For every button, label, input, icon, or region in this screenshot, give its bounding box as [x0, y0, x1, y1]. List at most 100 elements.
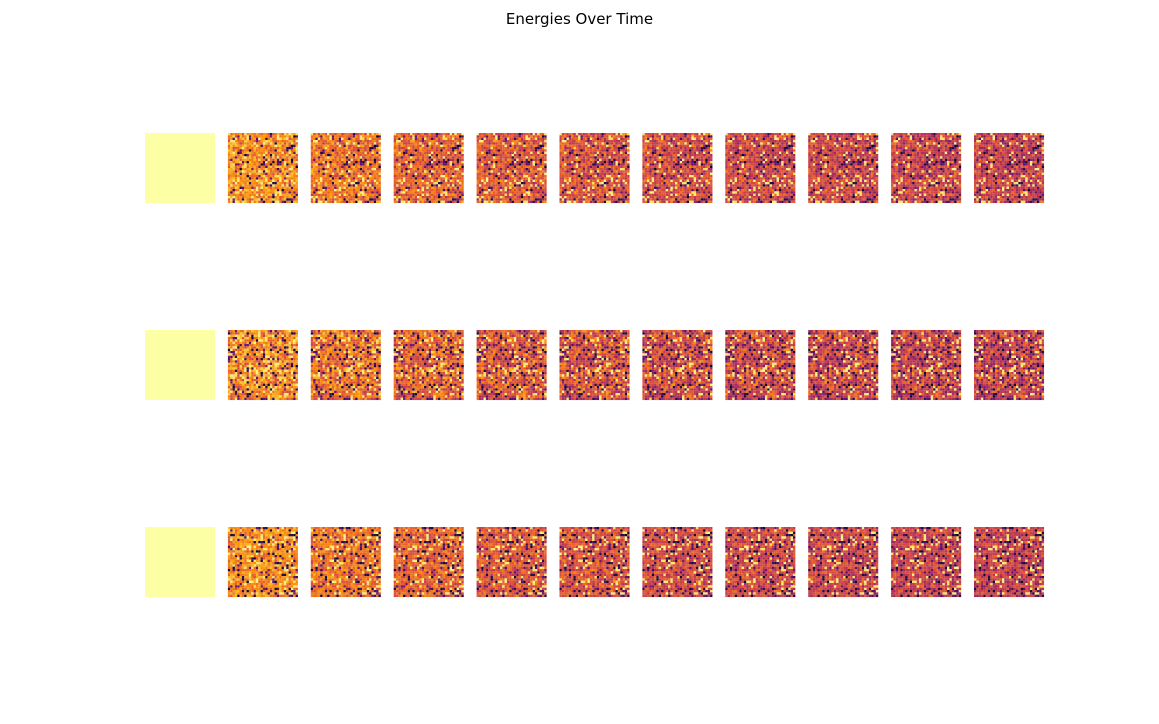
heatmap-cell [599, 194, 601, 196]
heatmap-cell [491, 184, 493, 186]
heatmap-cell [540, 163, 542, 165]
heatmap-cell [477, 156, 479, 158]
heatmap-cell [431, 177, 433, 179]
heatmap-cell [443, 145, 445, 147]
heatmap-cell [488, 147, 490, 149]
heatmap-cell [408, 194, 410, 196]
heatmap-cell [461, 168, 463, 170]
heatmap-cell [484, 166, 486, 168]
heatmap-cell [599, 140, 601, 142]
heatmap-cell [599, 154, 601, 156]
heatmap-cell [419, 198, 421, 200]
heatmap-cell [362, 149, 364, 151]
heatmap-cell [429, 180, 431, 182]
heatmap-cell [436, 177, 438, 179]
heatmap-cell [398, 175, 400, 177]
heatmap-cell [369, 175, 371, 177]
heatmap-cell [606, 152, 608, 154]
heatmap-cell [320, 168, 322, 170]
heatmap-cell [244, 163, 246, 165]
heatmap-cell [670, 140, 672, 142]
heatmap-cell [242, 170, 244, 172]
heatmap-cell [261, 198, 263, 200]
heatmap-cell [447, 145, 449, 147]
heatmap-cell [419, 140, 421, 142]
heatmap-cell [481, 201, 483, 203]
heatmap-cell [362, 142, 364, 144]
heatmap-cell [268, 201, 270, 203]
heatmap-cell [477, 177, 479, 179]
heatmap-cell [277, 149, 279, 151]
heatmap-cell [562, 201, 564, 203]
heatmap-cell [291, 140, 293, 142]
heatmap-cell [228, 133, 230, 135]
heatmap-cell [408, 161, 410, 163]
heatmap-cell [268, 149, 270, 151]
heatmap-cell [376, 145, 378, 147]
heatmap-cell [249, 168, 251, 170]
heatmap-cell [405, 189, 407, 191]
heatmap-cell [374, 145, 376, 147]
heatmap-cell [691, 142, 693, 144]
heatmap-cell [514, 168, 516, 170]
heatmap-cell [311, 170, 313, 172]
heatmap-cell [606, 138, 608, 140]
heatmap-cell [336, 161, 338, 163]
heatmap-cell [371, 145, 373, 147]
heatmap-cell [405, 168, 407, 170]
heatmap-cell [415, 154, 417, 156]
heatmap-cell [329, 173, 331, 175]
heatmap-cell [484, 159, 486, 161]
heatmap-cell [353, 182, 355, 184]
heatmap-cell [289, 140, 291, 142]
heatmap-cell [332, 147, 334, 149]
heatmap-cell [454, 152, 456, 154]
heatmap-cell [367, 140, 369, 142]
heatmap-cell [369, 189, 371, 191]
heatmap-cell [296, 168, 298, 170]
heatmap-cell [403, 177, 405, 179]
heatmap-cell [477, 170, 479, 172]
heatmap-cell [585, 133, 587, 135]
heatmap-cell [488, 170, 490, 172]
heatmap-cell [569, 180, 571, 182]
heatmap-cell [341, 156, 343, 158]
heatmap-cell [433, 182, 435, 184]
heatmap-cell [408, 189, 410, 191]
heatmap-cell [507, 201, 509, 203]
heatmap-cell [367, 191, 369, 193]
heatmap-cell [447, 189, 449, 191]
heatmap-cell [488, 182, 490, 184]
heatmap-cell [708, 145, 710, 147]
heatmap-cell [656, 170, 658, 172]
heatmap-cell [419, 149, 421, 151]
heatmap-cell [514, 175, 516, 177]
heatmap-cell [454, 180, 456, 182]
heatmap-cell [431, 163, 433, 165]
heatmap-cell [576, 187, 578, 189]
heatmap-cell [426, 138, 428, 140]
heatmap-cell [519, 168, 521, 170]
heatmap-cell [268, 187, 270, 189]
heatmap-cell [445, 173, 447, 175]
heatmap-cell [272, 177, 274, 179]
heatmap-cell [424, 145, 426, 147]
heatmap-cell [279, 149, 281, 151]
heatmap-cell [228, 180, 230, 182]
heatmap-cell [422, 170, 424, 172]
heatmap-cell [569, 156, 571, 158]
heatmap-cell [410, 184, 412, 186]
heatmap-cell [613, 184, 615, 186]
heatmap-cell [611, 147, 613, 149]
heatmap-cell [268, 170, 270, 172]
heatmap-cell [677, 168, 679, 170]
heatmap-cell [500, 135, 502, 137]
heatmap-cell [296, 154, 298, 156]
heatmap-cell [350, 156, 352, 158]
heatmap-cell [502, 182, 504, 184]
heatmap-cell [521, 145, 523, 147]
heatmap-cell [419, 184, 421, 186]
heatmap-cell [611, 138, 613, 140]
heatmap-cell [493, 170, 495, 172]
heatmap-cell [369, 166, 371, 168]
